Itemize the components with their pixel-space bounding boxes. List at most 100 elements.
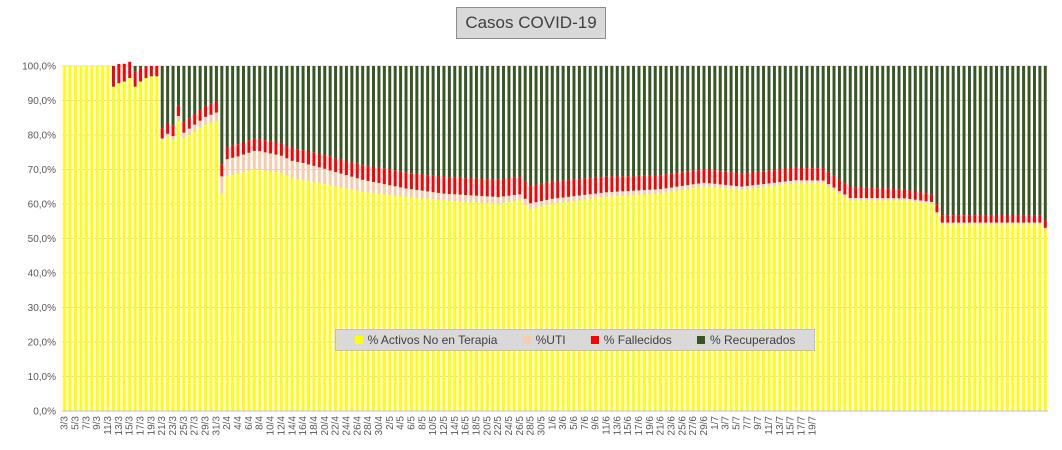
x-tick-label: 19/6 <box>645 416 656 436</box>
bar-uti <box>924 201 928 204</box>
bar-recuperados <box>301 66 305 151</box>
bar-recuperados <box>995 66 999 216</box>
bar-activos <box>474 202 478 411</box>
bar-recuperados <box>171 66 175 126</box>
y-tick-labels: 0,0% 10,0% 20,0% 30,0% 40,0% 50,0% 60,0% 70,0% 8… <box>22 62 56 418</box>
bar-recuperados <box>664 66 668 175</box>
bar-activos <box>989 224 993 411</box>
bar-fallecidos <box>426 175 430 192</box>
x-tick-label: 21/3 <box>157 416 168 436</box>
bar-activos <box>247 170 251 411</box>
bar-fallecidos <box>664 174 668 189</box>
bar-recuperados <box>242 66 245 143</box>
bar-recuperados <box>258 66 262 140</box>
bar-fallecidos <box>523 181 527 199</box>
bar-uti <box>984 222 988 225</box>
bar-recuperados <box>193 66 197 115</box>
bar-uti <box>789 180 793 184</box>
bar-uti <box>561 197 565 203</box>
bar-recuperados <box>523 66 527 182</box>
bar-recuperados <box>854 66 858 188</box>
bar-fallecidos <box>182 122 186 133</box>
bar-fallecidos <box>155 66 159 77</box>
bar-uti <box>361 179 365 192</box>
bar-fallecidos <box>892 189 896 199</box>
bar-uti <box>930 201 934 204</box>
bar-uti <box>1016 222 1020 225</box>
bar-fallecidos <box>588 178 592 195</box>
bar-fallecidos <box>615 176 619 192</box>
bar-recuperados <box>518 66 522 178</box>
bar-uti <box>886 198 890 201</box>
bar-fallecidos <box>740 173 744 187</box>
x-tick-label: 15/7 <box>786 416 797 436</box>
bar-uti <box>892 198 896 201</box>
bar-fallecidos <box>550 181 554 199</box>
bar-recuperados <box>539 66 543 184</box>
bar-recuperados <box>236 66 240 145</box>
bar-activos <box>1016 224 1020 411</box>
bar-recuperados <box>290 66 294 149</box>
bar-fallecidos <box>496 179 500 198</box>
bar-fallecidos <box>350 162 354 177</box>
bar-activos <box>567 201 571 411</box>
bar-fallecidos <box>372 167 375 183</box>
bar-uti <box>393 186 397 196</box>
bar-recuperados <box>507 66 511 179</box>
bar-fallecidos <box>854 187 858 198</box>
bar-fallecidos <box>512 177 516 196</box>
bar-activos <box>1000 224 1004 411</box>
bar-fallecidos <box>160 128 164 139</box>
bar-activos <box>930 204 934 411</box>
bar-activos <box>312 182 316 411</box>
bar-activos <box>957 224 961 411</box>
bar-activos <box>995 224 999 411</box>
bar-uti <box>951 222 955 225</box>
bar-recuperados <box>225 66 229 148</box>
bar-activos <box>556 203 560 411</box>
bar-fallecidos <box>290 148 294 161</box>
bar-activos <box>458 201 462 411</box>
bar-recuperados <box>160 66 164 129</box>
bar-activos <box>79 66 83 411</box>
bar-fallecidos <box>420 174 424 191</box>
bar-recuperados <box>865 66 868 188</box>
bar-uti <box>800 180 803 184</box>
bar-uti <box>258 151 262 171</box>
bar-fallecidos <box>464 178 468 196</box>
bar-fallecidos <box>967 215 971 223</box>
bar-recuperados <box>583 66 587 179</box>
bar-recuperados <box>572 66 576 180</box>
bar-fallecidos <box>236 144 240 157</box>
bar-recuperados <box>989 66 993 216</box>
bar-fallecidos <box>285 146 289 159</box>
x-tick-label: 31/3 <box>211 416 222 436</box>
bar-uti <box>653 189 657 194</box>
bar-fallecidos <box>908 190 912 200</box>
bar-fallecidos <box>393 170 397 187</box>
bar-activos <box>523 204 527 411</box>
x-tick-label: 22/5 <box>493 416 504 436</box>
bar-fallecidos <box>962 215 966 223</box>
bar-recuperados <box>187 66 191 119</box>
bar-activos <box>837 193 841 411</box>
bar-uti <box>572 196 576 202</box>
x-tick-label: 14/4 <box>287 416 298 436</box>
x-tick-label: 9/7 <box>753 416 764 430</box>
bar-uti <box>442 193 446 201</box>
bar-activos <box>220 193 224 411</box>
bar-recuperados <box>323 66 327 156</box>
bar-fallecidos <box>957 215 961 223</box>
bar-uti <box>577 195 581 201</box>
x-tick-label: 19/7 <box>807 416 818 436</box>
bar-uti <box>875 198 879 201</box>
bar-activos <box>902 200 906 411</box>
bar-recuperados <box>285 66 289 147</box>
bar-uti <box>242 154 245 173</box>
bar-recuperados <box>827 66 831 173</box>
legend-swatch-uti <box>522 336 531 344</box>
bar-uti <box>767 183 771 187</box>
bar-activos <box>615 196 619 411</box>
bar-activos <box>729 189 733 411</box>
